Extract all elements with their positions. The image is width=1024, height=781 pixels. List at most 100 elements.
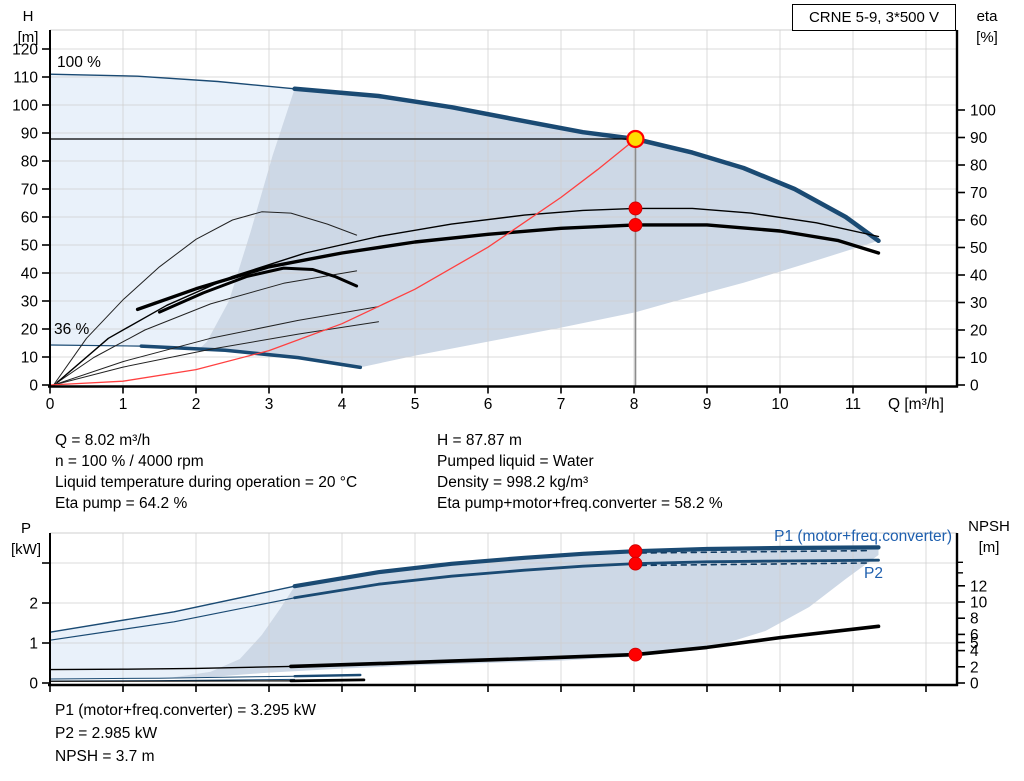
duty-info-right: H = 87.87 m Pumped liquid = Water Densit… — [437, 430, 723, 514]
y-right-tick-label: 8 — [970, 611, 979, 628]
npsh-curve-lowflow — [49, 665, 292, 671]
eta-axis-unit: [%] — [976, 29, 998, 46]
x-tick-label: 11 — [845, 396, 861, 413]
power-info-panel: P1 (motor+freq.converter) = 3.295 kW P2 … — [55, 699, 316, 768]
y-right-tick-label: 10 — [970, 595, 988, 612]
p1-curve-36pct-thick — [293, 673, 362, 678]
info-liquid-temperature: Liquid temperature during operation = 20… — [55, 474, 358, 491]
p2-curve — [293, 558, 880, 600]
qh-curve-100pct-lowflow — [49, 73, 296, 90]
p-axis-unit: [kW] — [11, 541, 41, 558]
npsh-curve — [289, 624, 881, 669]
p1-dotted-extension — [640, 549, 869, 554]
eta-total-point — [628, 218, 643, 232]
y-right-tick-label: 6 — [970, 627, 979, 644]
y-right-tick-label: 40 — [970, 268, 988, 285]
npsh-axis-symbol: NPSH — [968, 518, 1010, 535]
y-left-tick-label: 30 — [21, 294, 39, 311]
eta-arc-mid — [53, 270, 358, 386]
qh-curve-36pct — [139, 344, 363, 370]
y-right-tick-label: 2 — [970, 659, 979, 676]
eta-axis-symbol: eta — [976, 8, 998, 25]
y-left-tick-label: 40 — [21, 266, 39, 283]
x-tick-label: 1 — [119, 396, 128, 413]
x-tick-label: 0 — [46, 396, 55, 413]
p-axis-symbol: P — [20, 520, 31, 537]
info-p1: P1 (motor+freq.converter) = 3.295 kW — [55, 702, 317, 719]
info-head: H = 87.87 m — [437, 432, 522, 449]
speed-label-36pct: 36 % — [54, 321, 90, 338]
p1-curve — [292, 545, 881, 589]
info-speed: n = 100 % / 4000 rpm — [55, 453, 204, 470]
p1-curve-36pct — [49, 675, 296, 680]
p1-curve-lowflow — [49, 585, 296, 633]
y-right-tick-label: 4 — [970, 643, 979, 660]
y-left-tick-label: 50 — [21, 238, 39, 255]
y-left-tick-label: 10 — [21, 350, 39, 367]
p2-curve-label: P2 — [864, 565, 883, 582]
y-right-tick-label: 0 — [970, 378, 979, 395]
eta-curve-36pct — [158, 266, 359, 314]
p2-point — [628, 556, 643, 571]
y-left-tick-label: 110 — [13, 70, 38, 87]
eta-arc-large — [53, 211, 358, 386]
p1-point — [628, 544, 643, 559]
qh-curve-36pct-lowflow — [49, 344, 142, 347]
h-axis-symbol: H — [22, 8, 34, 25]
y-left-tick-label: 120 — [12, 42, 38, 59]
info-density: Density = 998.2 kg/m³ — [437, 474, 589, 491]
y-left-tick-label: 80 — [21, 154, 39, 171]
p2-dotted-extension — [640, 562, 869, 567]
y-left-tick-label: 20 — [21, 322, 39, 339]
y-left-tick-label: 1 — [29, 636, 38, 653]
x-axis-unit: Q [m³/h] — [888, 396, 944, 413]
system-curve — [49, 138, 637, 386]
info-p2: P2 = 2.985 kW — [55, 725, 158, 742]
pump-type-title: CRNE 5-9, 3*500 V — [808, 9, 940, 26]
y-left-tick-label: 60 — [21, 210, 39, 227]
pump-type-title-box: CRNE 5-9, 3*500 V — [792, 4, 956, 31]
y-right-tick-label: 100 — [970, 103, 996, 120]
operating-envelope-main — [199, 88, 879, 368]
h-axis-unit: [m] — [17, 29, 39, 46]
x-tick-label: 7 — [557, 396, 566, 413]
eta-total-curve — [135, 223, 881, 312]
y-right-tick-label: 12 — [970, 578, 987, 595]
speed-label-100pct: 100 % — [57, 54, 101, 71]
eta-pump-point — [628, 201, 643, 216]
y-right-tick-label: 30 — [970, 295, 988, 312]
duty-point[interactable] — [626, 129, 645, 149]
x-tick-label: 3 — [265, 396, 274, 413]
y-left-tick-label: 70 — [21, 182, 39, 199]
x-tick-label: 6 — [484, 396, 493, 413]
info-flow: Q = 8.02 m³/h — [55, 432, 151, 449]
x-tick-label: 4 — [338, 396, 347, 413]
info-eta-total: Eta pump+motor+freq.converter = 58.2 % — [437, 495, 723, 512]
npsh-axis-unit: [m] — [978, 539, 1000, 556]
x-tick-label: 2 — [192, 396, 201, 413]
y-left-tick-label: 0 — [29, 676, 38, 693]
y-left-tick-label: 2 — [29, 596, 38, 613]
duty-info-left: Q = 8.02 m³/h n = 100 % / 4000 rpm Liqui… — [55, 430, 357, 514]
y-right-tick-label: 10 — [970, 350, 988, 367]
info-pumped-liquid: Pumped liquid = Water — [437, 453, 594, 470]
y-right-tick-label: 80 — [970, 158, 988, 175]
npsh-point — [628, 647, 643, 662]
y-right-tick-label: 70 — [970, 185, 988, 202]
p-axis-label: P [kW] — [2, 518, 50, 560]
x-tick-label: 9 — [703, 396, 712, 413]
y-right-tick-label: 0 — [970, 676, 979, 693]
x-tick-label: 5 — [411, 396, 420, 413]
info-npsh: NPSH = 3.7 m — [55, 748, 155, 765]
y-left-tick-label: 0 — [29, 378, 38, 395]
y-left-tick-label: 100 — [12, 98, 38, 115]
p2-curve-lowflow — [49, 597, 296, 641]
y-right-tick-label: 90 — [970, 130, 988, 147]
y-right-tick-label: 60 — [970, 213, 988, 230]
eta-pump-curve — [56, 207, 880, 383]
power-envelope-main — [166, 547, 879, 679]
y-right-tick-label: 50 — [970, 240, 988, 257]
y-right-tick-label: 20 — [970, 323, 988, 340]
